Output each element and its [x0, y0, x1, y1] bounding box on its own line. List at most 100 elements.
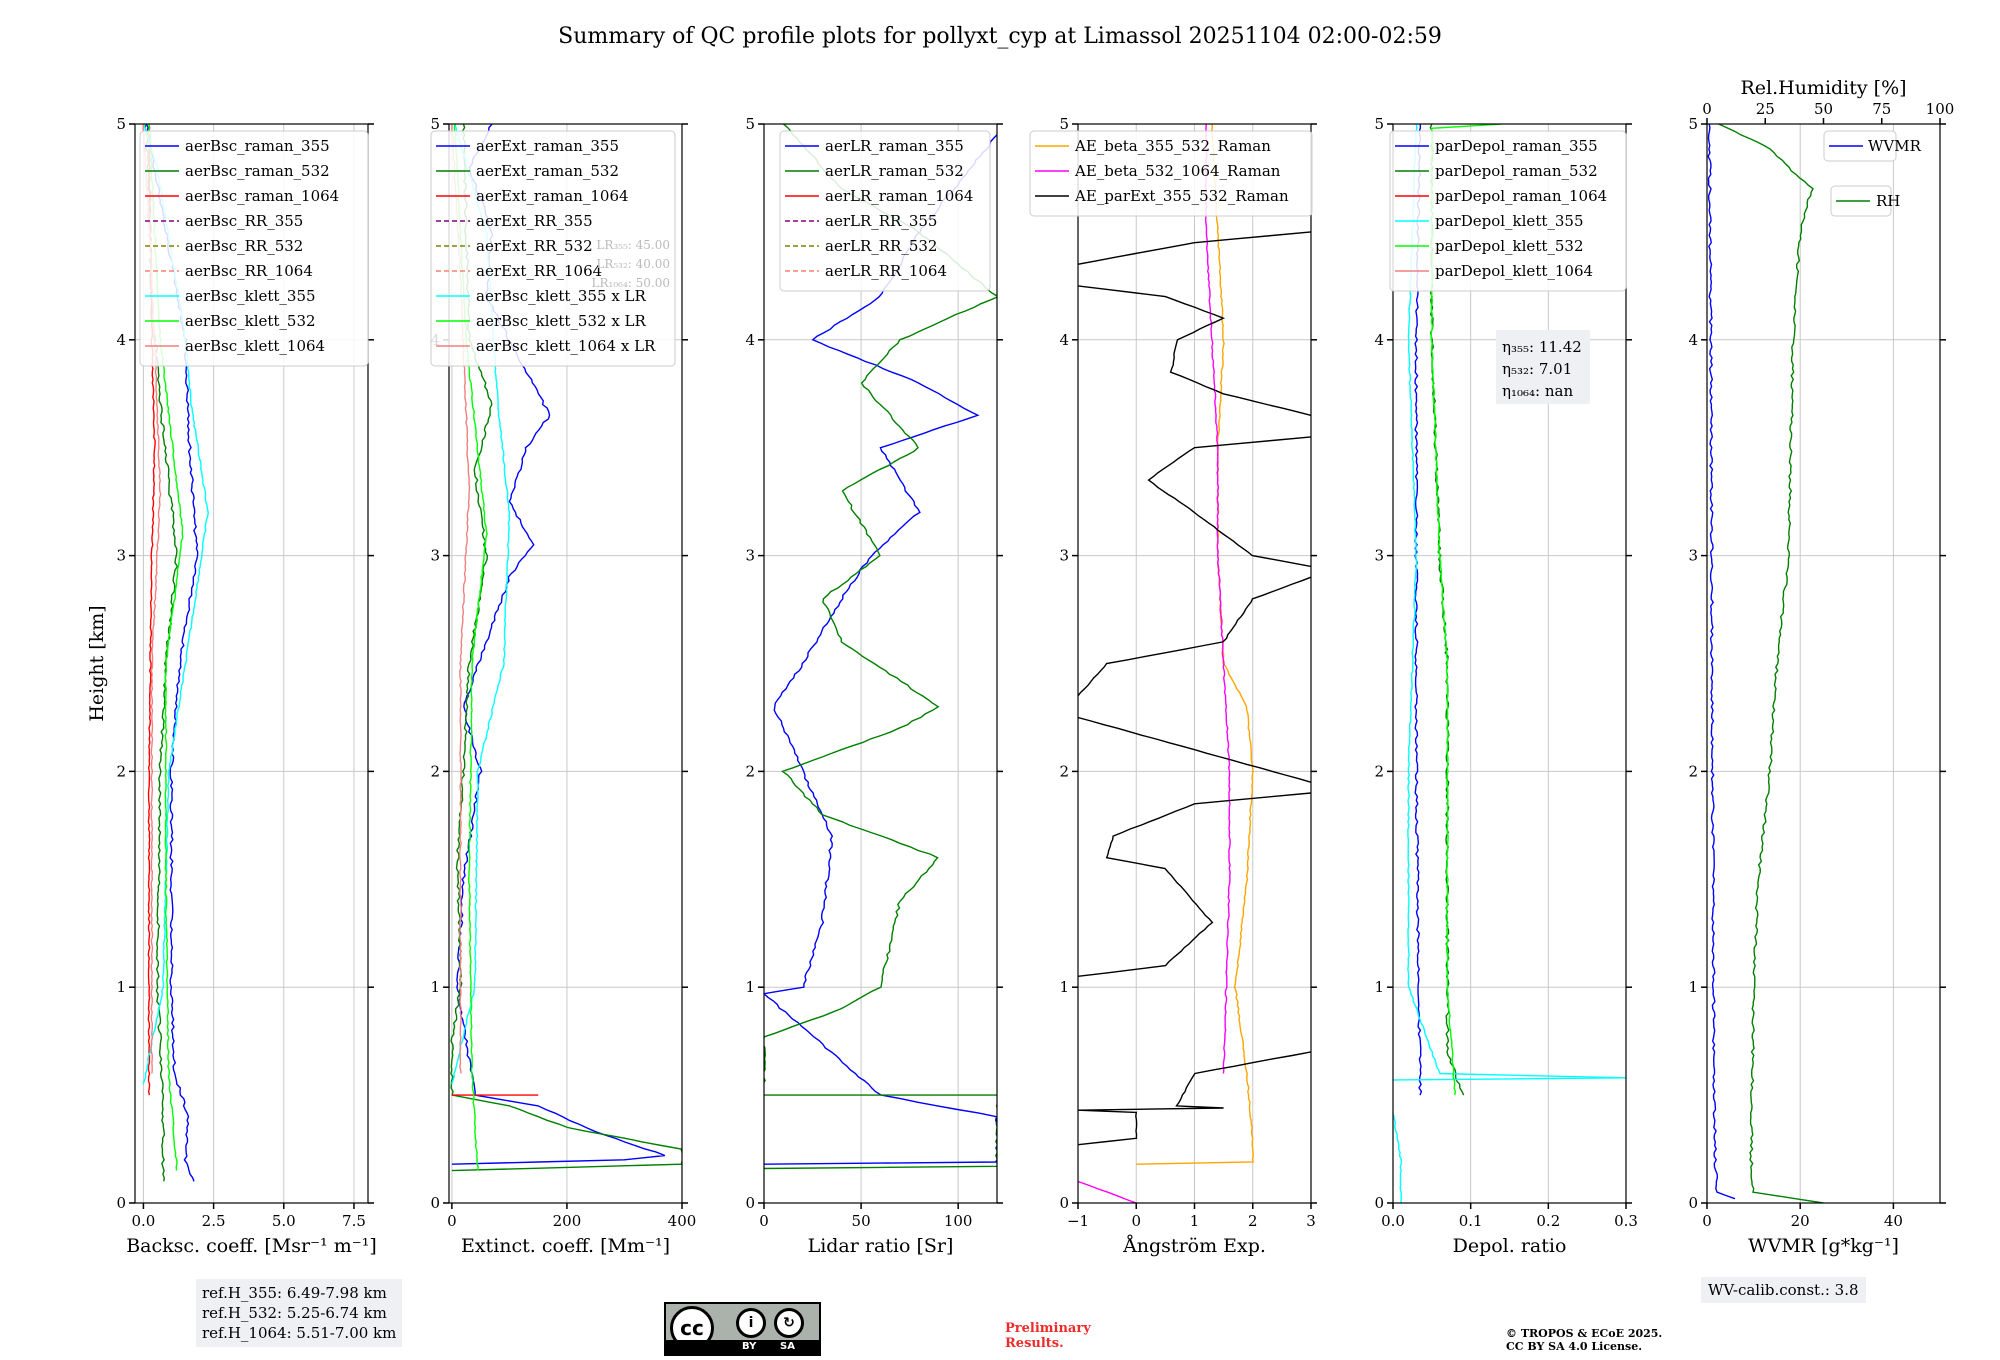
- figure-title: Summary of QC profile plots for pollyxt_…: [558, 24, 1442, 49]
- x-tick-label: 3: [1306, 1212, 1316, 1230]
- x-tick-label: −1: [1067, 1212, 1089, 1230]
- series-AE_parExt_355_532_Raman_b: [1078, 792, 1311, 978]
- legend-label: WVMR: [1868, 137, 1922, 155]
- legend: aerBsc_raman_355 aerBsc_raman_532 aerBsc_r…: [139, 130, 369, 367]
- y-tick-label: 5: [1374, 115, 1384, 133]
- panel-2: 0123450200400Extinct. coeff. [Mm⁻¹]aerEx…: [430, 115, 696, 1257]
- lr-annotation: LR₅₃₂: 40.00: [596, 257, 670, 271]
- by-label: BY: [742, 1341, 757, 1352]
- x-tick-label: 2: [1248, 1212, 1258, 1230]
- y-tick-label: 0: [1688, 1194, 1698, 1212]
- x-axis-label: Ångström Exp.: [1122, 1235, 1266, 1257]
- ref-height-355: ref.H_355: 6.49-7.98 km: [202, 1284, 387, 1302]
- axes-frame: [1392, 123, 1627, 1204]
- x-tick-label: 0: [447, 1212, 457, 1230]
- legend-box: [1029, 130, 1313, 217]
- x-axis-label: Backsc. coeff. [Msr⁻¹ m⁻¹]: [126, 1235, 377, 1257]
- x-tick-label: 0.1: [1459, 1212, 1483, 1230]
- y-tick-label: 5: [745, 115, 755, 133]
- series-aerLR_raman_355: [764, 134, 997, 1165]
- legend-box: [139, 130, 369, 367]
- y-tick-label: 2: [1688, 762, 1698, 780]
- cc-by-sa-badge: cc i ↻ BY SA: [664, 1302, 821, 1356]
- legend-entry: parDepol_raman_532: [1435, 162, 1598, 180]
- y-tick-label: 0: [1059, 1194, 1069, 1212]
- x-tick-label: 0: [1131, 1212, 1141, 1230]
- legend-entry: aerBsc_klett_1064: [185, 337, 325, 355]
- x-tick-label: 50: [852, 1212, 871, 1230]
- y-tick-label: 0: [1374, 1194, 1384, 1212]
- y-tick-label: 4: [116, 331, 126, 349]
- legend-label: RH: [1876, 192, 1900, 210]
- x-tick-label: 7.5: [342, 1212, 366, 1230]
- legend-entry: aerBsc_klett_355: [185, 287, 316, 305]
- axes-frame: [763, 123, 998, 1204]
- legend-entry: aerBsc_klett_1064 x LR: [476, 337, 656, 355]
- y-tick-label: 2: [1059, 762, 1069, 780]
- y-tick-label: 2: [116, 762, 126, 780]
- reference-heights-box: ref.H_355: 6.49-7.98 km ref.H_532: 5.25-…: [196, 1279, 403, 1347]
- y-tick-label: 1: [1059, 978, 1069, 996]
- eta-box: η₃₅₅: 11.42 η₅₃₂: 7.01 η₁₀₆₄: nan: [1496, 330, 1590, 404]
- x-tick-label: 0.0: [131, 1212, 155, 1230]
- legend-entry: aerLR_RR_532: [825, 237, 937, 255]
- x-tick-label: 0.0: [1381, 1212, 1405, 1230]
- legend-entry: aerExt_RR_532: [476, 237, 593, 255]
- legend-wvmr: WVMR: [1823, 130, 1922, 162]
- legend-entry: aerLR_raman_532: [825, 162, 964, 180]
- x-tick-label: 0.2: [1536, 1212, 1560, 1230]
- y-tick-label: 0: [745, 1194, 755, 1212]
- legend-rh: RH: [1830, 185, 1900, 217]
- x-tick-label: 200: [553, 1212, 582, 1230]
- wv-calibration-box: WV-calib.const.: 3.8: [1701, 1277, 1866, 1303]
- y-tick-label: 5: [116, 115, 126, 133]
- panel-5: 0 1 2 3 4 5 0.0 0.1 0.2 0.3 Depol. ratio parDepol_r…: [1374, 115, 1637, 1257]
- legend-entry: AE_beta_532_1064_Raman: [1074, 162, 1281, 180]
- y-tick-label: 2: [745, 762, 755, 780]
- x-tick-label: 40: [1884, 1212, 1903, 1230]
- y-tick-label: 2: [1374, 762, 1384, 780]
- legend-entry: aerBsc_klett_355 x LR: [476, 287, 647, 305]
- legend-box: [1389, 130, 1627, 292]
- y-tick-label: 1: [430, 978, 440, 996]
- series-RH: [1718, 124, 1824, 1203]
- series-AE_beta_532_1064_Raman: [1078, 1180, 1137, 1203]
- x-axis-label: Extinct. coeff. [Mm⁻¹]: [461, 1235, 670, 1257]
- series-AE_parExt_355_532_Raman_e: [1147, 436, 1311, 568]
- y-tick-label: 4: [745, 331, 755, 349]
- legend-box: [779, 130, 991, 292]
- legend: aerLR_raman_355 aerLR_raman_532 aerLR_rama…: [779, 130, 991, 292]
- eta-value: η₅₃₂: 7.01: [1502, 360, 1572, 378]
- legend-entry: aerExt_raman_1064: [476, 187, 629, 205]
- ref-height-532: ref.H_532: 5.25-6.74 km: [202, 1304, 387, 1322]
- eta-value: η₃₅₅: 11.42: [1502, 338, 1582, 356]
- eta-value: η₁₀₆₄: nan: [1502, 382, 1573, 400]
- series-AE_parExt_355_532_Raman_c: [1078, 716, 1311, 783]
- legend-entry: parDepol_raman_355: [1435, 137, 1598, 155]
- legend-entry: aerBsc_RR_1064: [185, 262, 313, 280]
- legend-entry: aerBsc_klett_532 x LR: [476, 312, 647, 330]
- legend: AE_beta_355_532_Raman AE_beta_532_1064_Ra…: [1029, 130, 1313, 217]
- y-tick-label: 3: [1059, 547, 1069, 565]
- legend-entry: aerBsc_raman_532: [185, 162, 330, 180]
- legend-entry: aerExt_RR_355: [476, 212, 593, 230]
- x-tick-label: 0: [1702, 1212, 1712, 1230]
- legend-entry: aerLR_raman_355: [825, 137, 964, 155]
- legend-entry: aerBsc_raman_355: [185, 137, 330, 155]
- share-alike-icon: ↻: [774, 1308, 804, 1338]
- legend-entry: parDepol_klett_532: [1435, 237, 1584, 255]
- legend-entry: aerBsc_RR_532: [185, 237, 303, 255]
- y-tick-label: 4: [1688, 331, 1698, 349]
- y-tick-label: 0: [116, 1194, 126, 1212]
- series-AE_parExt_355_532_Raman_f: [1078, 285, 1311, 416]
- x-tick-label: 5.0: [272, 1212, 296, 1230]
- panel-1: 0 1 2 3 4 5 0.0 2.5 5.0 7.5 Backsc. coeff. [Msr⁻¹ …: [86, 115, 377, 1257]
- top-x-tick-label: 100: [1926, 100, 1955, 118]
- legend-entry: AE_beta_355_532_Raman: [1074, 137, 1271, 155]
- legend-entry: parDepol_raman_1064: [1435, 187, 1607, 205]
- legend-entry: aerBsc_raman_1064: [185, 187, 339, 205]
- y-tick-label: 5: [1688, 115, 1698, 133]
- lr-annotation: LR₁₀₆₄: 50.00: [592, 276, 670, 290]
